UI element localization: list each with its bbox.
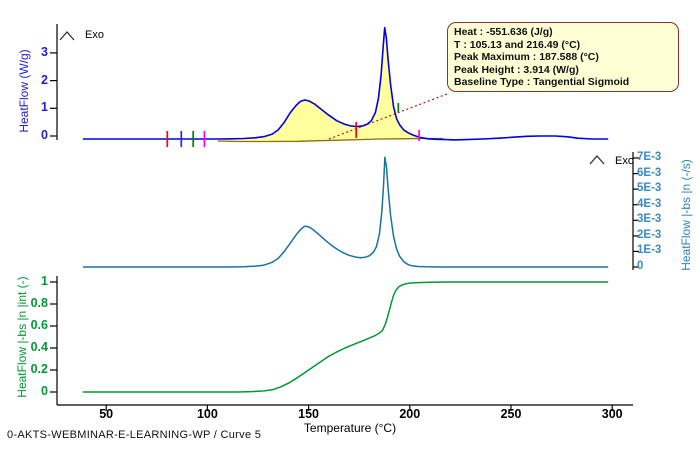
sigmoid-baseline (217, 137, 444, 143)
exo-label-mid: Exo (615, 155, 634, 167)
x-tick-label: 150 (298, 407, 320, 421)
y-tick-label: 6E-3 (637, 166, 662, 179)
y-tick-label: 0.6 (30, 318, 48, 332)
x-tick-label: 200 (399, 407, 421, 421)
dsc-curve (82, 26, 609, 141)
exo-label-top: Exo (85, 29, 104, 41)
peak-info-box[interactable]: Heat : -551.636 (J/g) T : 105.13 and 216… (447, 22, 679, 92)
y-tick-label: 0 (637, 260, 644, 272)
y-tick-label: 1 (41, 274, 48, 288)
y-tick-label: 0.2 (30, 362, 48, 376)
y-tick-label: 2E-3 (637, 228, 662, 241)
x-axis-title: Temperature (°C) (303, 421, 397, 435)
y-tick-label: 4E-3 (637, 197, 662, 210)
peak-info-baseline-type: Baseline Type : Tangential Sigmoid (454, 76, 630, 89)
y-tick-label: 1E-3 (637, 244, 662, 257)
y-tick-label: 2 (41, 72, 48, 87)
y-tick-label: 5E-3 (637, 182, 662, 195)
peak-info-heat: Heat : -551.636 (J/g) (454, 26, 553, 38)
peak-integration-fill (217, 27, 444, 142)
peak-info-height: Peak Height : 3.914 (W/g) (454, 63, 579, 76)
y-tick-label: 3 (41, 44, 48, 59)
y-tick-label: 0.8 (30, 296, 48, 310)
integral-curve (82, 281, 609, 393)
peak-info-limits: T : 105.13 and 216.49 (°C) (454, 38, 581, 51)
y-tick-label: 0.4 (30, 340, 48, 354)
peak-info-maximum: Peak Maximum : 187.588 (°C) (454, 51, 599, 64)
y-tick-label: 0 (41, 128, 48, 142)
y-tick-label: 1 (41, 100, 48, 115)
y-tick-label: 7E-3 (637, 151, 662, 163)
x-tick-label: 100 (196, 407, 218, 421)
x-tick-label: 300 (601, 407, 623, 421)
rate-curve (82, 156, 609, 268)
y-tick-label: 0 (41, 384, 48, 398)
curve-caption: 0-AKTS-WEBMINAR-E-LEARNING-WP / Curve 5 (7, 429, 262, 441)
y-tick-label: 3E-3 (637, 213, 662, 226)
exo-caret-icon (589, 155, 605, 165)
exo-caret-icon (59, 31, 75, 41)
rate-axis-title: HeatFlow |-bs |n (-/s) (679, 159, 693, 271)
x-tick-label: 50 (99, 407, 114, 421)
x-tick-label: 250 (500, 407, 522, 421)
